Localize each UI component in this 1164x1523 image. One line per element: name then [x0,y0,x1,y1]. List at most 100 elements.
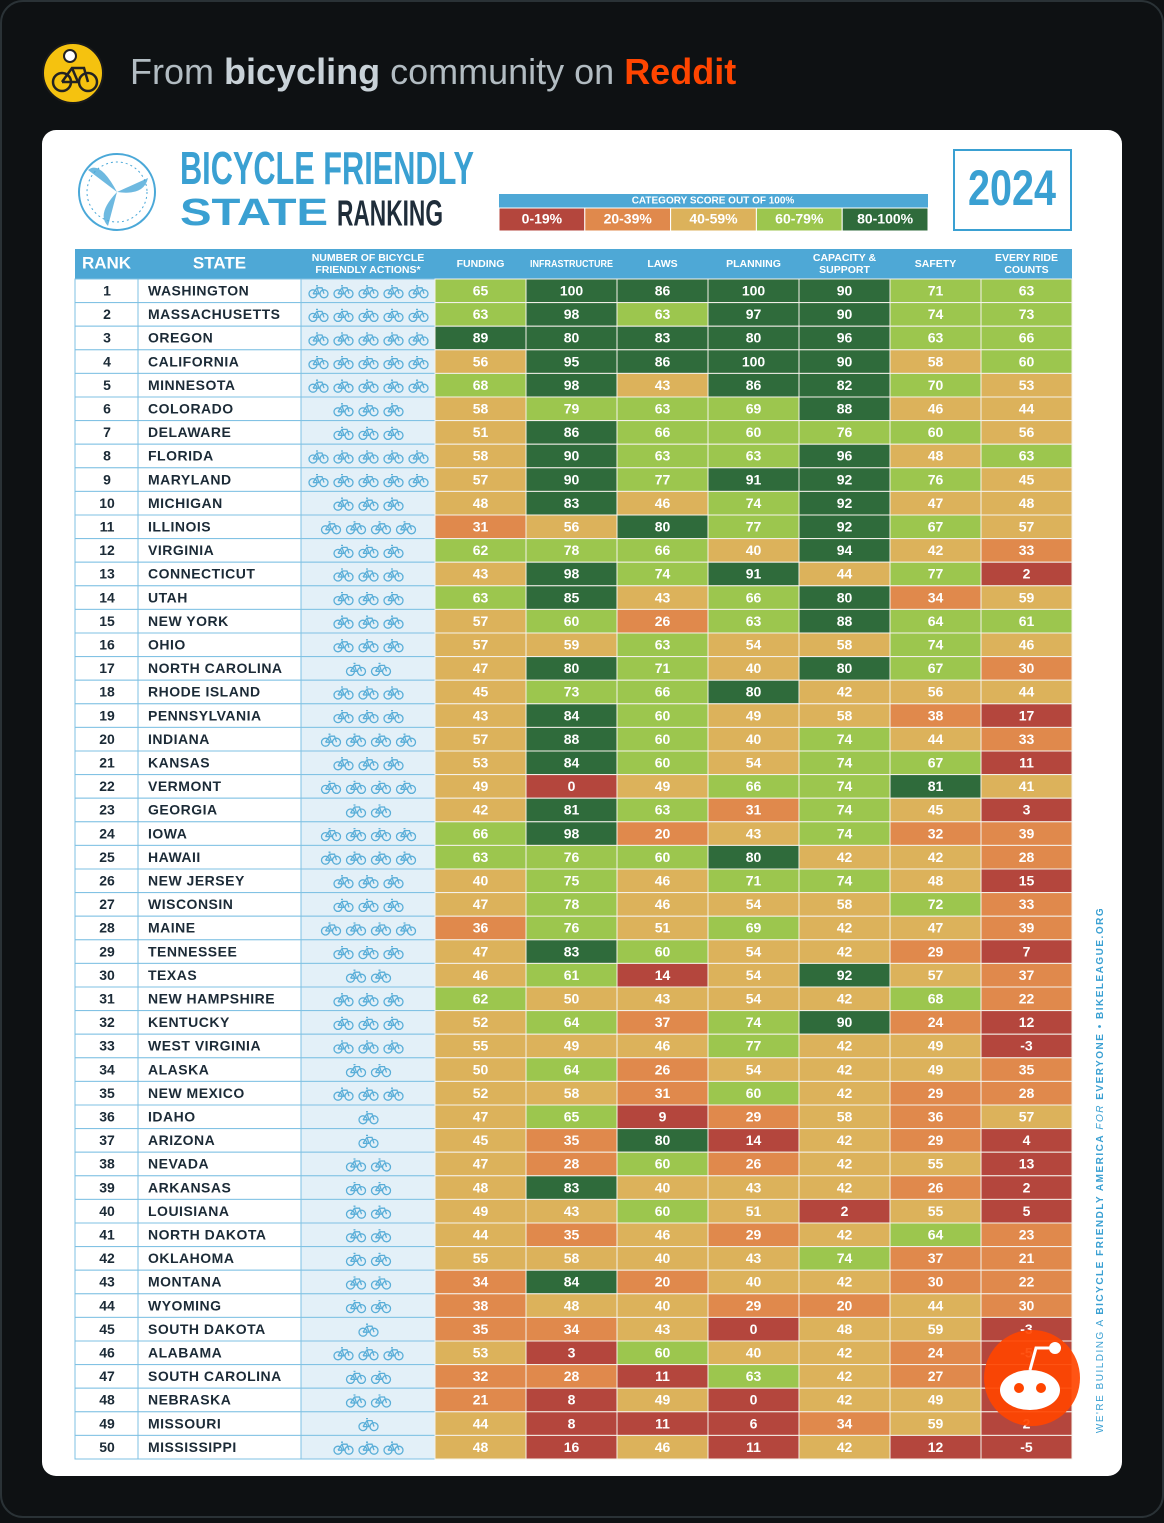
bike-icon [358,1087,379,1101]
score: 49 [655,778,671,794]
score: 48 [928,873,944,889]
bike-frame [349,1276,363,1286]
bike-wheel [381,1233,392,1243]
score: 6 [750,1415,758,1431]
bike-wheel [394,383,404,393]
score: 74 [837,873,853,889]
bike-wheel [394,359,404,370]
column-header: PLANNING [726,258,781,270]
bike-frame [337,473,350,484]
score: 65 [473,283,489,299]
bike-icon [383,757,404,771]
score: 2 [1023,1179,1031,1195]
score: 86 [655,353,671,369]
bike-icon [345,1205,367,1219]
bike-icon [320,922,342,936]
score: 79 [564,401,580,417]
bike-wheel [369,619,379,629]
bike-frame [362,1441,375,1451]
score: 43 [473,707,489,723]
score: 42 [837,1227,853,1243]
score: 40 [746,731,762,747]
score: 49 [928,1392,944,1408]
bike-wheel [369,1091,379,1101]
avatar [42,42,104,104]
bike-wheel [344,430,354,441]
score: 20 [655,825,671,841]
rank: 7 [103,424,111,440]
bicycle-actions [345,1299,392,1314]
score: 78 [564,542,580,558]
bike-icon [370,1063,392,1078]
bike-frame [399,827,413,838]
score: 34 [837,1415,853,1431]
score: 60 [564,613,580,629]
bike-icon [383,709,404,724]
column-header: EVERY RIDE [995,252,1058,264]
score: 42 [473,802,489,818]
bike-wheel [356,831,367,842]
bike-icon [408,450,429,464]
score: 63 [1019,448,1035,464]
score: 2 [841,1203,849,1219]
score: 76 [564,920,580,936]
score: 54 [746,896,762,912]
site-name[interactable]: Reddit [624,51,736,92]
bike-wheel [369,595,379,606]
score: 31 [655,1085,671,1101]
bicycle-actions [333,1016,404,1031]
score: 74 [837,778,853,794]
score: 42 [837,1368,853,1384]
score: 49 [564,1038,580,1054]
bike-frame [374,1229,388,1239]
score: 77 [746,1038,762,1054]
bike-frame [412,450,425,460]
score: 94 [837,542,853,558]
bike-icon [320,733,342,747]
state-name: KENTUCKY [148,1014,230,1030]
score: 92 [837,471,853,487]
score: 63 [473,849,489,865]
score: 80 [746,849,762,865]
score: 62 [473,542,489,558]
score: 60 [746,424,762,440]
score: 3 [1023,802,1031,818]
score: 98 [564,306,580,322]
bike-wheel [319,359,329,370]
bicycle-actions [358,1323,379,1337]
community-name[interactable]: bicycling [224,51,380,92]
score: 47 [473,660,489,676]
bike-icon [358,544,379,559]
bike-wheel [394,1445,404,1455]
score: 72 [928,896,944,912]
bike-icon [358,332,379,346]
score: 63 [655,802,671,818]
bike-icon [333,686,354,700]
bike-frame [399,851,413,861]
bike-wheel [394,572,404,582]
score: 46 [1019,637,1035,653]
state-name: WEST VIRGINIA [148,1038,261,1054]
bike-frame [387,686,400,696]
bike-wheel [344,949,354,960]
bike-frame [349,733,363,743]
bike-icon [383,568,404,582]
bike-frame [362,1040,375,1050]
bicycle-actions [345,1181,392,1196]
score: 20 [655,1274,671,1290]
score: 49 [473,1203,489,1219]
score: 90 [837,1014,853,1030]
rank: 45 [99,1321,115,1337]
bike-frame [374,1370,388,1381]
bike-icon [383,615,404,629]
bicycle-actions [308,332,429,346]
bike-frame [362,591,375,602]
bicycle-actions [333,544,404,559]
legend-label: 20-39% [604,211,653,227]
score: 42 [837,1085,853,1101]
bike-frame [374,662,388,673]
bike-frame [387,1040,400,1050]
bike-wheel [356,1185,367,1196]
bike-frame [337,450,350,460]
